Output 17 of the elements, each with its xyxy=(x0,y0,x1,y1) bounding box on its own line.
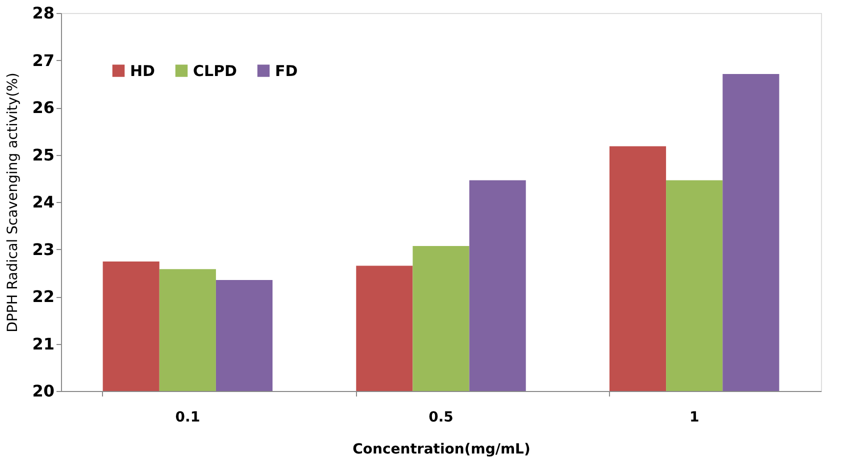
y-tick-label: 28 xyxy=(32,4,54,22)
y-tick-label: 21 xyxy=(32,334,54,354)
y-tick-label: 24 xyxy=(32,192,54,212)
x-tick-label: 0.5 xyxy=(428,410,454,426)
y-tick-label: 26 xyxy=(32,98,54,117)
x-tick-label: 0.1 xyxy=(175,410,200,426)
legend-label: CLPD xyxy=(193,62,238,80)
x-axis-title: Concentration(mg/mL) xyxy=(352,442,530,458)
legend-label: FD xyxy=(275,62,298,80)
y-tick-label: 22 xyxy=(32,287,54,306)
y-tick-label: 27 xyxy=(32,50,54,70)
y-tick-label: 23 xyxy=(32,240,54,259)
legend-label: HD xyxy=(130,62,156,80)
x-tick-label: 1 xyxy=(689,410,700,426)
y-axis-title: DPPH Radical Scavenging activity(%) xyxy=(5,72,22,332)
y-tick-label: 20 xyxy=(32,382,54,400)
y-tick-label: 25 xyxy=(32,145,54,164)
